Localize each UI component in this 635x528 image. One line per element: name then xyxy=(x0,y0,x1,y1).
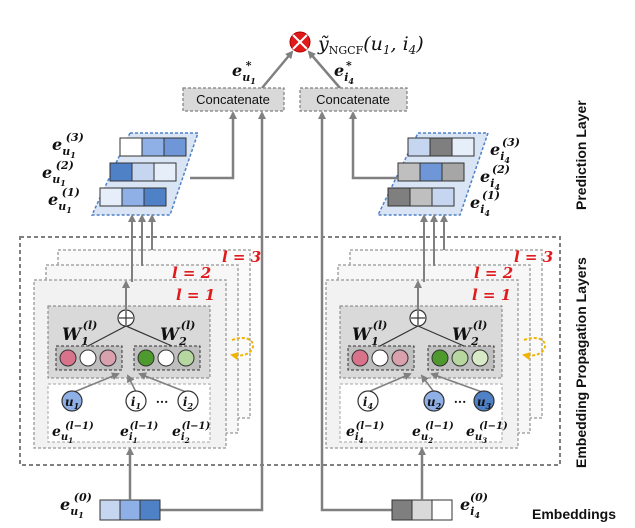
item-stack-to-concat xyxy=(349,111,398,180)
item-embedding-to-concat-line xyxy=(318,111,392,512)
user-node-u1 xyxy=(61,390,83,412)
item-initial-embedding-label: ei4(0) xyxy=(460,491,488,520)
user-l1-label: l = 1 xyxy=(176,286,215,304)
item-layer-stack xyxy=(376,132,490,216)
item-node-i4-label: i4 xyxy=(363,395,374,411)
user-embed-i2-label: ei2(l−1) xyxy=(172,421,210,445)
user-layer3-label: eu1(3) xyxy=(52,131,84,160)
item-layer3-label: ei4(3) xyxy=(490,136,520,165)
prediction-layer-label: Prediction Layer xyxy=(573,100,589,210)
user-final-embedding-label: eu1* xyxy=(232,59,256,86)
prediction-score: ỹNGCF(u1, i4) xyxy=(317,33,424,57)
item-final-embedding-label: ei4* xyxy=(334,59,354,86)
user-initial-embedding-label: eu1(0) xyxy=(60,491,92,520)
embeddings-label: Embeddings xyxy=(532,506,616,522)
concatenate-right-label: Concatenate xyxy=(316,92,390,107)
concatenate-left: Concatenate xyxy=(182,87,285,112)
item-layer1-label: ei4(1) xyxy=(470,189,500,218)
user-layer-stack xyxy=(90,132,200,216)
user-embed-u1-label: eu1(l−1) xyxy=(52,421,94,445)
item-embed-u2-label: eu2(l−1) xyxy=(412,421,454,445)
user-node-i2-label: i2 xyxy=(183,395,194,411)
user-initial-embedding xyxy=(99,499,161,521)
user-stack-to-concat xyxy=(190,111,237,180)
user-l3-label: l = 3 xyxy=(222,248,261,266)
item-l2-label: l = 2 xyxy=(474,264,513,282)
user-w1-label: W1(l) xyxy=(62,319,97,348)
user-node-ellipsis: ··· xyxy=(156,395,169,409)
item-w2-label: W2(l) xyxy=(452,319,487,348)
concatenate-right: Concatenate xyxy=(299,87,408,112)
user-node-i2 xyxy=(177,390,199,412)
item-node-u3 xyxy=(473,390,495,412)
user-l2-label: l = 2 xyxy=(172,264,211,282)
item-node-u3-label: u3 xyxy=(477,395,492,411)
item-embed-i4-label: ei4(l−1) xyxy=(346,421,384,445)
item-initial-embedding xyxy=(391,499,453,521)
user-node-i1 xyxy=(125,390,147,412)
user-w2-label: W2(l) xyxy=(160,319,195,348)
item-loop-arrow xyxy=(522,337,546,360)
item-node-u2 xyxy=(423,390,445,412)
user-embedding-to-concat-line xyxy=(160,111,266,512)
propagation-layers-label: Embedding Propagation Layers xyxy=(573,257,589,468)
user-layer2-label: eu1(2) xyxy=(42,159,74,188)
item-l1-label: l = 1 xyxy=(472,286,511,304)
user-node-u1-label: u1 xyxy=(65,395,79,411)
arrow-left-concat-to-output xyxy=(261,50,294,89)
user-node-i1-label: i1 xyxy=(131,395,141,411)
propagation-outer-box xyxy=(19,236,561,466)
item-w1-label: W1(l) xyxy=(352,319,387,348)
user-loop-arrow xyxy=(230,337,254,360)
item-node-ellipsis: ··· xyxy=(454,395,467,409)
concatenate-left-label: Concatenate xyxy=(196,92,270,107)
output-node: ỹNGCF(u1, i4) xyxy=(289,31,424,57)
item-layer2-label: ei4(2) xyxy=(480,163,510,192)
item-node-i4 xyxy=(357,390,379,412)
item-node-u2-label: u2 xyxy=(427,395,442,411)
user-embed-i1-label: ei1(l−1) xyxy=(120,421,158,445)
user-layer1-label: eu1(1) xyxy=(48,186,80,215)
arrow-right-concat-to-output xyxy=(307,50,341,89)
item-l3-label: l = 3 xyxy=(514,248,553,266)
item-embed-u3-label: eu3(l−1) xyxy=(466,421,508,445)
